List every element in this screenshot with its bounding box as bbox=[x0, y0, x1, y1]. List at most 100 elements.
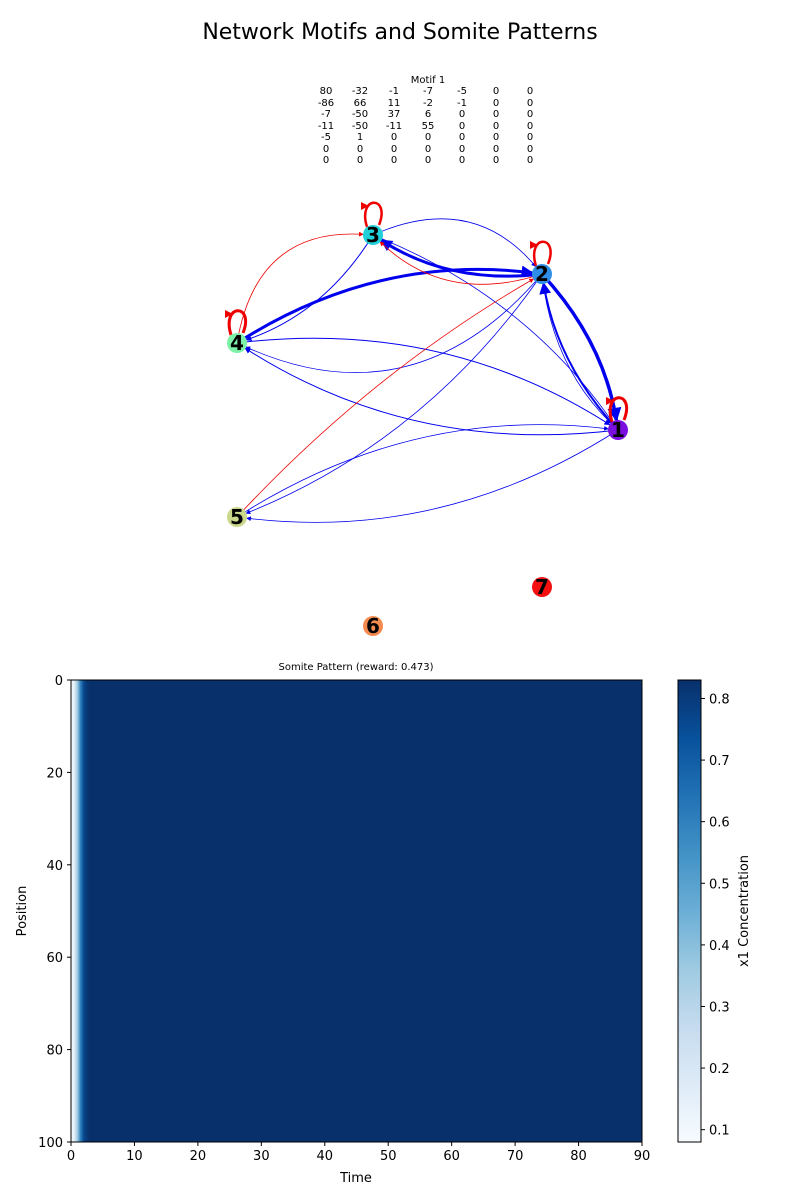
self-loop-arrowhead bbox=[361, 202, 369, 210]
motif-cell: -1 bbox=[389, 86, 399, 97]
motif-cell: 0 bbox=[458, 120, 466, 132]
motif-cell: 0 bbox=[492, 155, 500, 166]
motif-cell: 0 bbox=[492, 109, 500, 120]
motif-cell: 0 bbox=[390, 132, 398, 143]
motif-cell: 0 bbox=[322, 155, 330, 166]
node-4-label: 4 bbox=[230, 331, 244, 355]
self-loop-arrowhead bbox=[225, 310, 233, 318]
motif-row: 80 -32 -1 -7 -5 0 0 bbox=[310, 86, 546, 98]
motif-cell: 0 bbox=[526, 97, 534, 109]
motif-cell: 0 bbox=[322, 143, 330, 155]
y-tick-label: 80 bbox=[46, 1044, 63, 1059]
motif-cell: 0 bbox=[492, 132, 500, 143]
x-tick-label: 40 bbox=[317, 1149, 334, 1164]
motif-cell: -50 bbox=[351, 109, 369, 120]
x-tick-label: 70 bbox=[507, 1149, 524, 1164]
figure-title: Network Motifs and Somite Patterns bbox=[202, 20, 598, 45]
node-6-label: 6 bbox=[366, 614, 380, 638]
motif-cell: -1 bbox=[457, 97, 467, 109]
x-tick-label: 50 bbox=[380, 1149, 397, 1164]
self-loop-edge bbox=[608, 396, 628, 423]
colorbar-tick-label: 0.4 bbox=[709, 939, 730, 954]
motif-row: -11 -50 -11 55 0 0 0 bbox=[310, 121, 546, 133]
motif-cell: 0 bbox=[458, 155, 466, 166]
heatmap-frame bbox=[70, 679, 643, 1143]
motif-cell: 0 bbox=[390, 155, 398, 166]
network-edge bbox=[236, 265, 534, 345]
heatmap-title: Somite Pattern (reward: 0.473) bbox=[278, 662, 433, 673]
heatmap-image bbox=[71, 680, 642, 1142]
x-tick-label: 80 bbox=[570, 1149, 587, 1164]
motif-cell: -7 bbox=[321, 109, 331, 120]
colorbar-tick-label: 0.3 bbox=[709, 1000, 730, 1015]
network-edge bbox=[236, 231, 364, 344]
network-edge bbox=[540, 272, 622, 422]
motif-cell: 11 bbox=[387, 97, 401, 109]
y-tick-label: 40 bbox=[46, 859, 63, 874]
motif-row: 0 0 0 0 0 0 0 bbox=[310, 155, 546, 167]
motif-title: Motif 1 bbox=[410, 75, 446, 86]
network-edge bbox=[245, 273, 543, 373]
x-tick-label: 90 bbox=[634, 1149, 651, 1164]
node-6-circle bbox=[363, 616, 383, 636]
colorbar-tick-label: 0.8 bbox=[709, 692, 730, 707]
y-axis-label: Position bbox=[15, 886, 30, 937]
node-1-circle bbox=[608, 420, 628, 440]
motif-cell: 55 bbox=[421, 120, 435, 132]
motif-cell: 0 bbox=[526, 132, 534, 143]
motif-cell: -86 bbox=[317, 97, 335, 109]
self-loop-edge bbox=[227, 309, 247, 336]
x-axis-label: Time bbox=[339, 1171, 372, 1186]
colorbar-tick-label: 0.7 bbox=[709, 754, 730, 769]
motif-cell: 37 bbox=[387, 109, 401, 120]
network-edge bbox=[244, 347, 619, 436]
motif-cell: 0 bbox=[390, 143, 398, 155]
motif-matrix: Motif 1 80 -32 -1 -7 -5 0 0 -86 66 11 -2 -1 0 0 -7 -50 3… bbox=[310, 75, 546, 167]
motif-cell: 80 bbox=[319, 86, 333, 97]
motif-cell: 6 bbox=[424, 109, 432, 120]
x-tick-label: 30 bbox=[253, 1149, 270, 1164]
network-edge bbox=[539, 281, 619, 431]
network-edge bbox=[245, 234, 374, 342]
motif-cell: 0 bbox=[458, 143, 466, 155]
self-loop-edge bbox=[363, 201, 383, 228]
network-graph: 1 2 3 4 5 6 7 bbox=[225, 201, 628, 638]
network-edge bbox=[245, 273, 543, 515]
y-tick-label: 60 bbox=[46, 951, 63, 966]
self-loop-arrowhead bbox=[606, 397, 614, 405]
motif-cell: 66 bbox=[353, 97, 367, 109]
motif-cell: -2 bbox=[423, 97, 433, 109]
node-5-circle bbox=[227, 507, 247, 527]
colorbar-tick-label: 0.1 bbox=[709, 1124, 730, 1139]
motif-cell: 0 bbox=[492, 120, 500, 132]
motif-row: -7 -50 37 6 0 0 0 bbox=[310, 109, 546, 121]
motif-cell: 0 bbox=[526, 143, 534, 155]
motif-cell: -7 bbox=[423, 86, 433, 97]
colorbar-tick-label: 0.6 bbox=[709, 816, 730, 831]
motif-cell: 0 bbox=[492, 143, 500, 155]
motif-cell: -11 bbox=[317, 120, 335, 132]
node-2-label: 2 bbox=[535, 262, 549, 286]
motif-cell: 0 bbox=[424, 132, 432, 143]
node-3-label: 3 bbox=[366, 223, 380, 247]
motif-cell: 0 bbox=[492, 97, 500, 109]
colorbar-tick-label: 0.2 bbox=[709, 1062, 730, 1077]
node-7-circle bbox=[532, 577, 552, 597]
motif-cell: -5 bbox=[457, 86, 467, 97]
node-5-label: 5 bbox=[230, 505, 244, 529]
network-edge bbox=[372, 218, 537, 267]
network-edge bbox=[379, 241, 543, 285]
node-1-label: 1 bbox=[611, 418, 625, 442]
motif-cell: 1 bbox=[356, 132, 364, 143]
colorbar-label: x1 Concentration bbox=[737, 855, 752, 967]
motif-cell: 0 bbox=[492, 86, 500, 97]
node-3-circle bbox=[363, 225, 383, 245]
motif-cell: 0 bbox=[526, 86, 534, 97]
motif-cell: -11 bbox=[385, 120, 403, 132]
motif-cell: 0 bbox=[526, 155, 534, 166]
self-loop-edge bbox=[532, 240, 552, 267]
motif-cell: 0 bbox=[356, 155, 364, 166]
x-tick-label: 20 bbox=[190, 1149, 207, 1164]
node-2-circle bbox=[532, 264, 552, 284]
motif-cell: -5 bbox=[321, 132, 331, 143]
